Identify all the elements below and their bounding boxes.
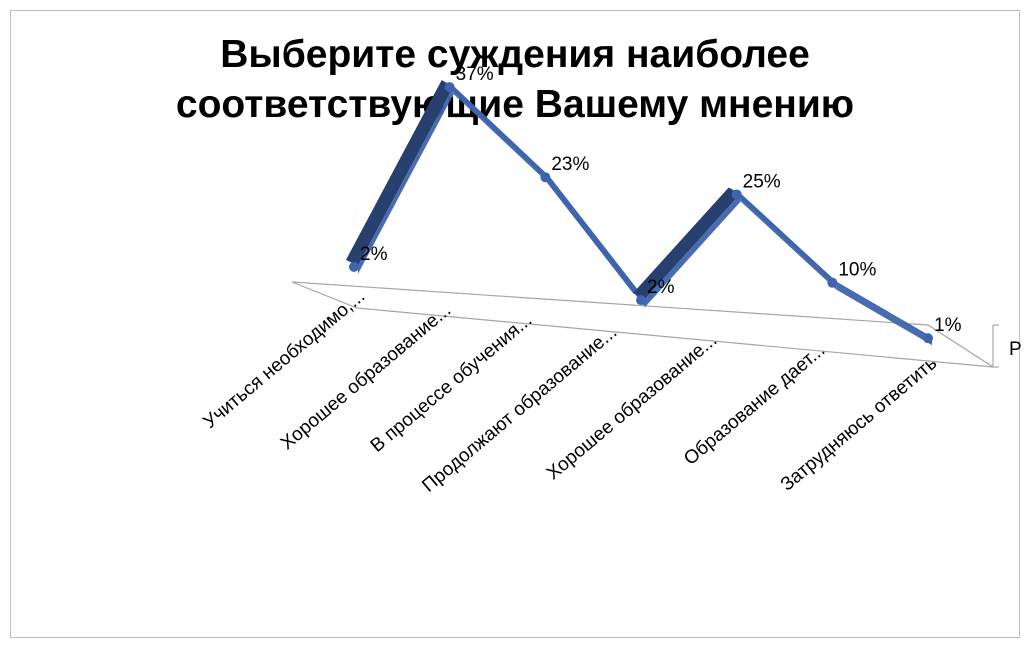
data-label: 2%	[360, 244, 388, 265]
chart-title-line-1: Выберите суждения наиболее	[220, 33, 810, 76]
data-label: 37%	[456, 64, 494, 85]
data-point	[349, 261, 359, 272]
series-segment	[346, 80, 454, 266]
category-label: Продолжают образование...	[418, 322, 621, 497]
data-point	[923, 333, 933, 344]
data-point	[731, 189, 742, 200]
chart-series	[346, 80, 933, 346]
data-label: 25%	[743, 171, 781, 192]
series-segment-face	[836, 281, 932, 346]
series-segment-face	[358, 86, 454, 274]
series-segment-face	[549, 176, 645, 308]
chart-title-line-2: соответствующие Вашему мнению	[175, 83, 855, 126]
chart-data-labels: 2% 37% 23% 2% 25% 10% 1%	[360, 64, 962, 336]
data-label: 2%	[647, 277, 675, 298]
data-point	[827, 277, 838, 288]
data-label: 23%	[551, 154, 589, 175]
series-segment-face	[645, 193, 741, 308]
series-segment-face	[740, 193, 837, 290]
category-label: Хорошее образование...	[277, 300, 455, 454]
chart-title: Выберите суждения наиболее соответствующ…	[10, 30, 1020, 130]
data-point	[444, 82, 455, 93]
data-label: 10%	[838, 260, 876, 281]
chart-category-labels: Учиться необходимо,...Хорошее образовани…	[199, 286, 941, 497]
chart-area	[10, 10, 1020, 638]
data-label: 1%	[934, 315, 962, 336]
series-segment-face	[453, 86, 550, 185]
category-label: Учиться необходимо,...	[199, 286, 369, 433]
series-axis-label: Р	[1009, 339, 1022, 360]
data-point	[540, 172, 551, 183]
data-point	[636, 295, 646, 306]
category-label: В процессе обучения...	[367, 310, 537, 457]
chart-floor	[291, 281, 999, 368]
series-segment	[633, 187, 741, 300]
